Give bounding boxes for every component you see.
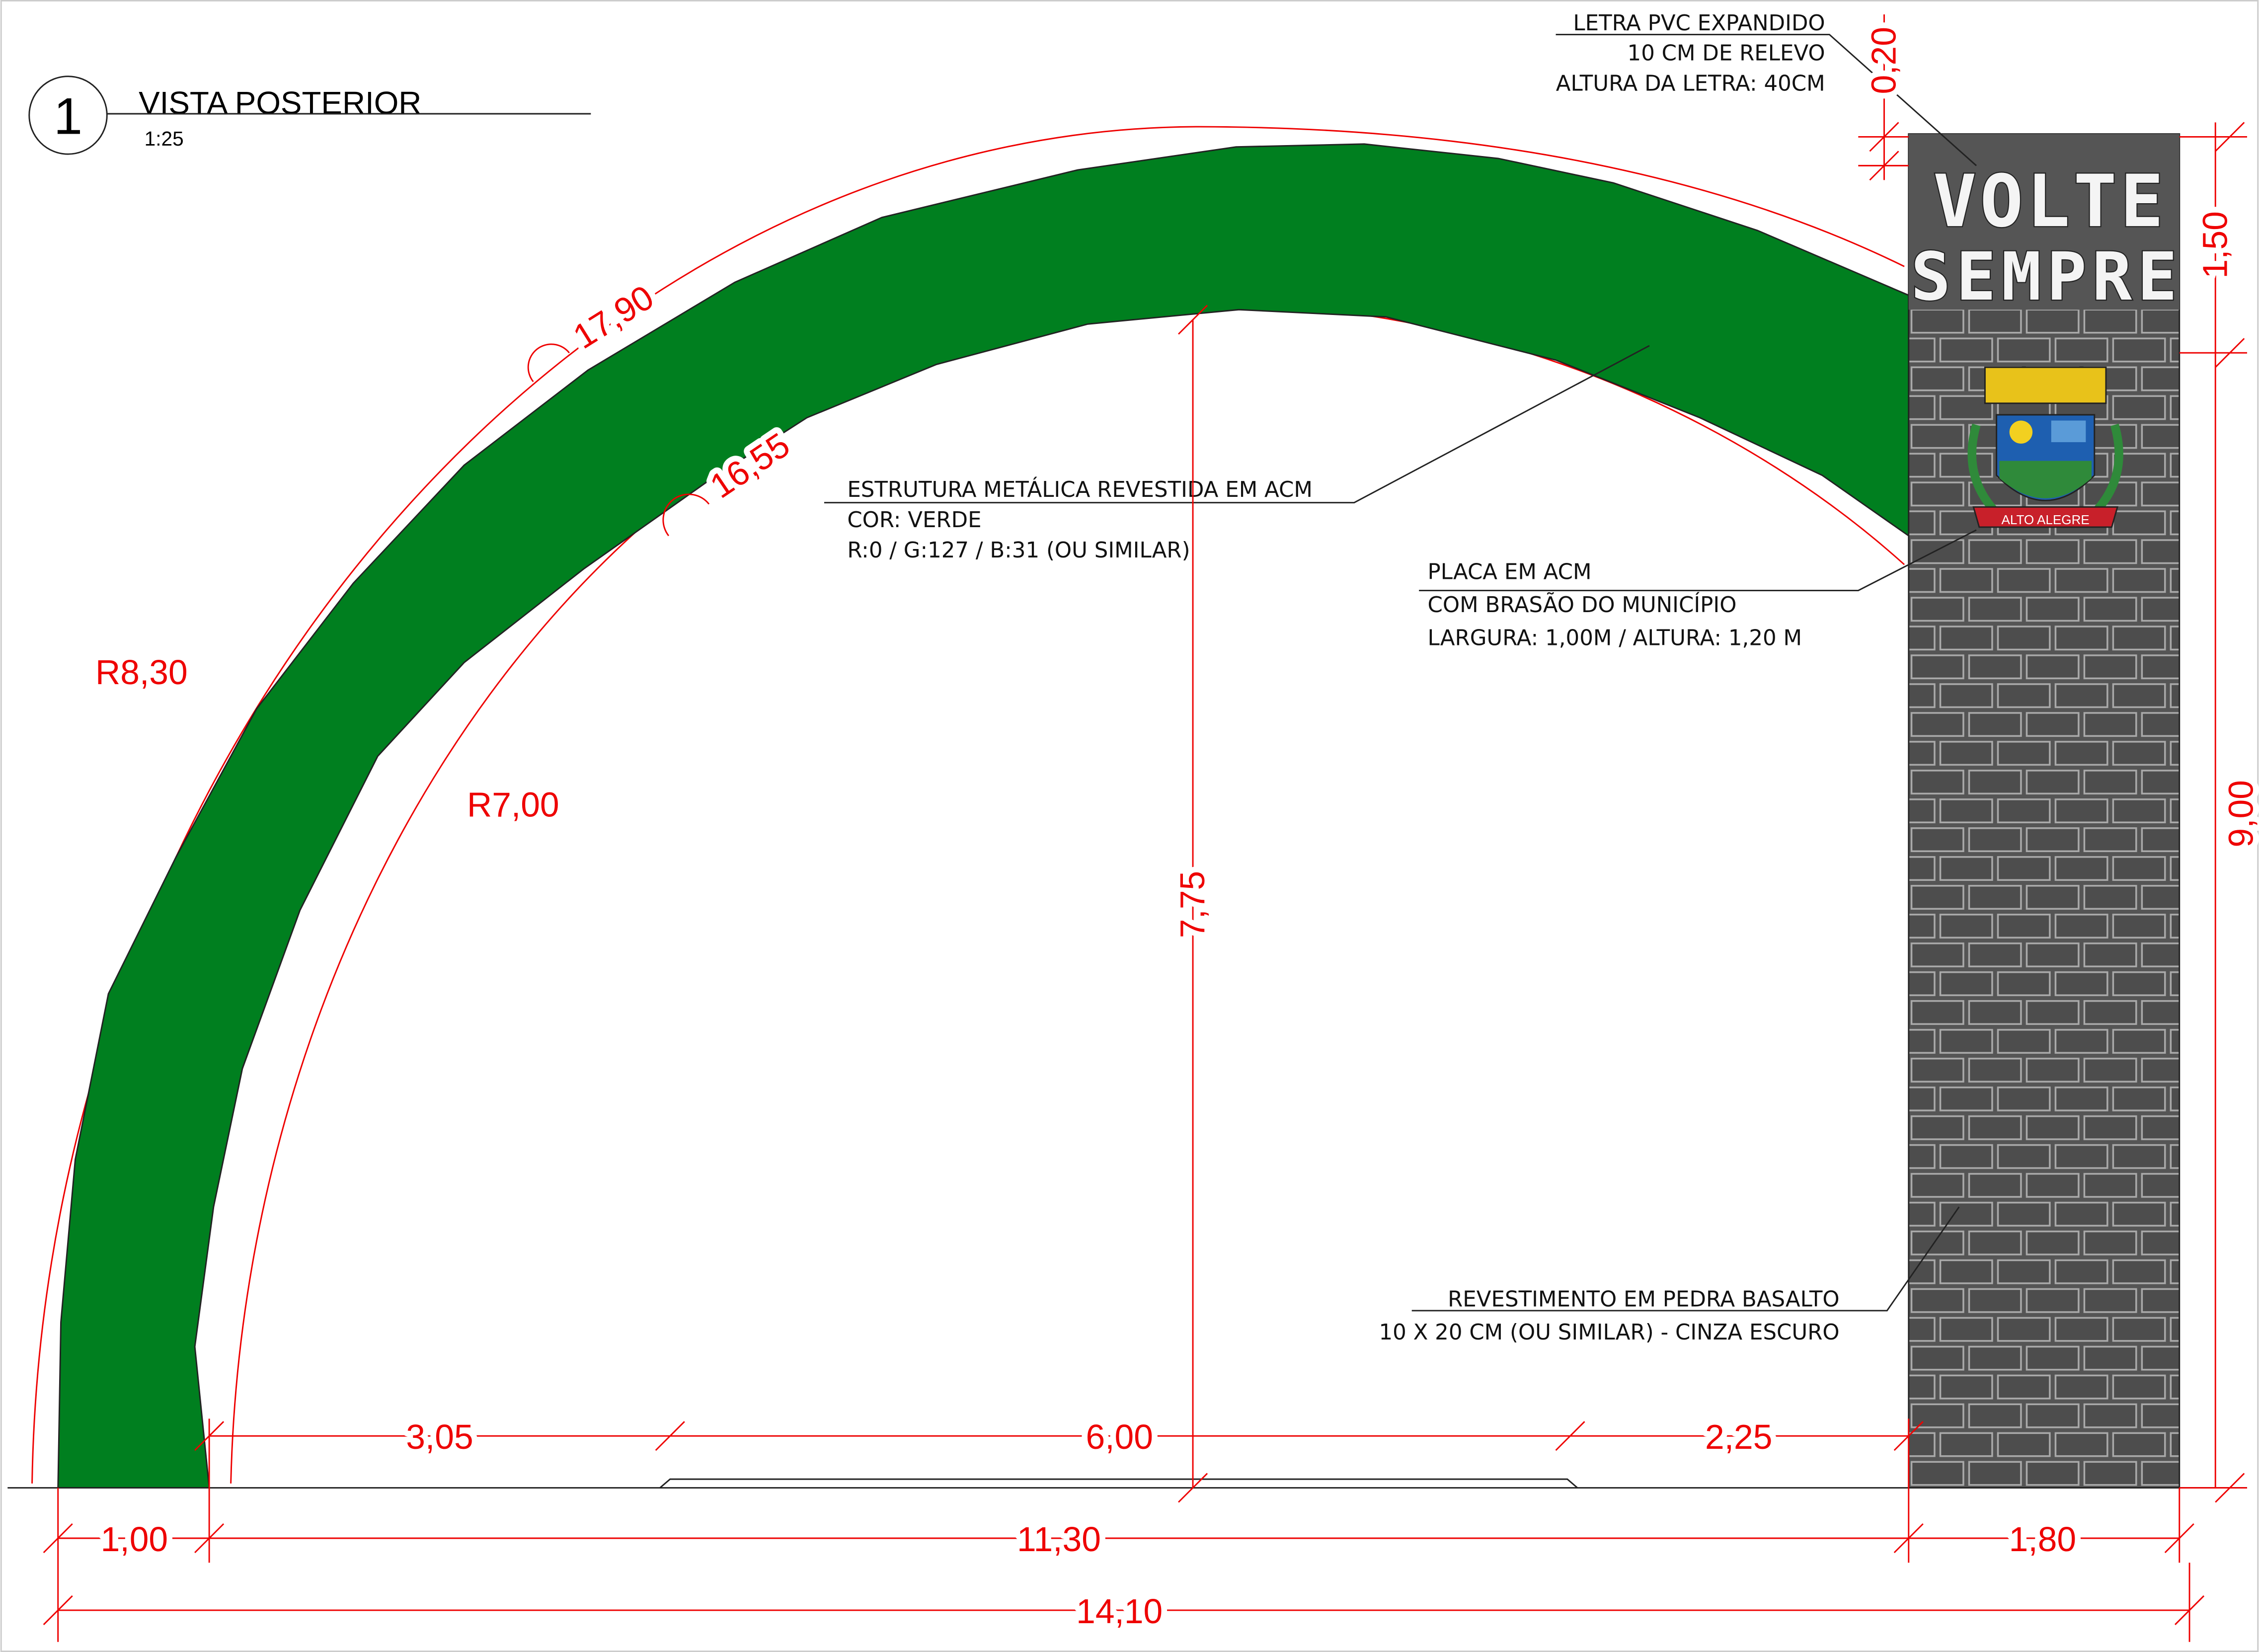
note-line: ESTRUTURA METÁLICA REVESTIDA EM ACM — [847, 477, 1313, 502]
dimension-label: 3,05 — [406, 1417, 473, 1456]
note-line: R:0 / G:127 / B:31 (OU SIMILAR) — [847, 538, 1190, 563]
dimension-label: R8,30 — [95, 653, 188, 692]
emblem-text: ALTO ALEGRE — [2002, 512, 2090, 527]
note-line: REVESTIMENTO EM PEDRA BASALTO — [1448, 1287, 1840, 1312]
note-line: LETRA PVC EXPANDIDO — [1573, 11, 1825, 36]
dimension-label: 7,75 — [1173, 871, 1212, 938]
view-scale: 1:25 — [145, 127, 184, 150]
dimension-label: 11,30 — [1017, 1520, 1101, 1559]
dimension-label: 9,00 — [2222, 780, 2259, 847]
dimension-label: 1,00 — [101, 1520, 168, 1559]
dimension-label: 0,20 — [1865, 27, 1903, 94]
dimension-label: 6,00 — [1086, 1417, 1153, 1456]
dimension-label: 1,50 — [2195, 211, 2234, 278]
dimension-label: 2,25 — [1705, 1417, 1772, 1456]
note-line: COR: VERDE — [847, 508, 981, 533]
note-line: PLACA EM ACM — [1428, 559, 1592, 584]
note-line: 10 X 20 CM (OU SIMILAR) - CINZA ESCURO — [1379, 1320, 1839, 1345]
stone-pillar — [1909, 134, 2180, 1488]
view-number: 1 — [54, 88, 82, 146]
note-line: COM BRASÃO DO MUNICÍPIO — [1428, 592, 1737, 618]
note-line: LARGURA: 1,00M / ALTURA: 1,20 M — [1428, 626, 1802, 651]
dimension-label: R7,00 — [467, 786, 559, 824]
view-title: VISTA POSTERIOR — [139, 85, 421, 121]
drawing: 1 VISTA POSTERIOR 1:25 VOLTE SEMPRE ALTO… — [0, 0, 2259, 1652]
sign-line-1: VOLTE — [1933, 159, 2164, 243]
dimension-label: 14,10 — [1076, 1592, 1163, 1631]
note-line: ALTURA DA LETRA: 40CM — [1556, 72, 1825, 96]
dimension-label: 1,80 — [2009, 1520, 2076, 1559]
note-line: 10 CM DE RELEVO — [1628, 41, 1825, 66]
